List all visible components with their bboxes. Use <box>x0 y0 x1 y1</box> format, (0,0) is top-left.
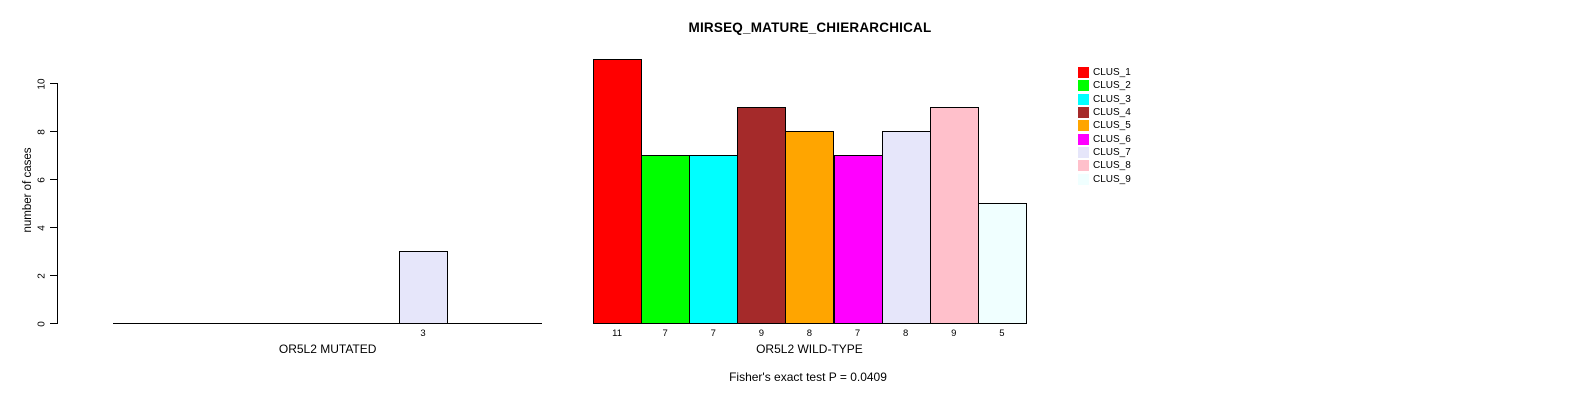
legend-color-swatch <box>1078 80 1089 92</box>
bar <box>833 155 883 324</box>
chart-title: MIRSEQ_MATURE_CHIERARCHICAL <box>688 20 932 35</box>
bar <box>977 203 1027 324</box>
x-axis-baseline <box>113 323 543 324</box>
bar-value-label: 3 <box>420 328 426 339</box>
y-axis-tick <box>50 227 57 228</box>
y-axis-tick <box>50 83 57 84</box>
legend-color-swatch <box>1078 133 1089 145</box>
group-label: OR5L2 WILD-TYPE <box>756 342 863 356</box>
legend-label: CLUS_2 <box>1093 80 1131 92</box>
bar <box>737 107 787 324</box>
legend-label: CLUS_7 <box>1093 147 1131 159</box>
bar <box>641 155 691 324</box>
legend-label: CLUS_8 <box>1093 160 1131 172</box>
bar-value-label: 7 <box>854 328 861 339</box>
chart-legend: CLUS_1 CLUS_2 CLUS_3 CLUS_4 CLUS_5 CLUS_6 CLUS… <box>1078 66 1131 186</box>
legend-color-swatch <box>1078 93 1089 105</box>
y-axis-tick <box>50 179 57 180</box>
legend-item: CLUS_8 <box>1078 159 1131 172</box>
legend-item: CLUS_9 <box>1078 173 1131 186</box>
legend-color-swatch <box>1078 120 1089 132</box>
group-label: OR5L2 MUTATED <box>278 342 377 356</box>
fisher-test-annotation: Fisher's exact test P = 0.0409 <box>729 370 887 384</box>
bar <box>689 155 739 324</box>
y-axis-tick <box>50 275 57 276</box>
legend-label: CLUS_6 <box>1093 133 1131 145</box>
legend-label: CLUS_3 <box>1093 93 1131 105</box>
bar <box>881 131 931 324</box>
legend-label: CLUS_1 <box>1093 67 1131 79</box>
y-axis-tick-label: 2 <box>36 272 48 279</box>
legend-label: CLUS_9 <box>1093 173 1131 185</box>
bar-value-label: 8 <box>902 328 909 339</box>
legend-item: CLUS_4 <box>1078 106 1131 119</box>
y-axis-tick-label: 4 <box>36 224 48 231</box>
legend-label: CLUS_5 <box>1093 120 1131 132</box>
legend-color-swatch <box>1078 173 1089 185</box>
legend-color-swatch <box>1078 147 1089 159</box>
y-axis-tick-label: 10 <box>36 77 48 90</box>
y-axis-spine <box>57 83 58 324</box>
bar-value-label: 11 <box>612 328 622 339</box>
legend-item: CLUS_7 <box>1078 146 1131 159</box>
bar-value-label: 9 <box>951 328 957 339</box>
y-axis-tick-label: 6 <box>36 176 48 183</box>
legend-item: CLUS_6 <box>1078 133 1131 146</box>
bar-value-label: 7 <box>662 328 668 339</box>
bar-value-label: 7 <box>710 328 716 339</box>
y-axis-title: number of cases <box>22 147 34 233</box>
legend-item: CLUS_1 <box>1078 66 1131 79</box>
bar <box>593 59 643 324</box>
y-axis-tick <box>50 323 57 324</box>
legend-item: CLUS_5 <box>1078 119 1131 132</box>
y-axis-tick-label: 0 <box>36 320 48 327</box>
y-axis-tick-label: 8 <box>36 128 48 135</box>
bar-value-label: 8 <box>806 328 813 339</box>
bar-value-label: 9 <box>758 328 764 339</box>
bar <box>929 107 979 324</box>
bar-value-label: 5 <box>999 328 1005 339</box>
bar <box>785 131 835 324</box>
legend-color-swatch <box>1078 107 1089 119</box>
bar <box>399 251 448 324</box>
legend-item: CLUS_3 <box>1078 93 1131 106</box>
legend-color-swatch <box>1078 160 1089 172</box>
y-axis-tick <box>50 131 57 132</box>
legend-label: CLUS_4 <box>1093 107 1131 119</box>
legend-color-swatch <box>1078 67 1089 79</box>
legend-item: CLUS_2 <box>1078 79 1131 92</box>
